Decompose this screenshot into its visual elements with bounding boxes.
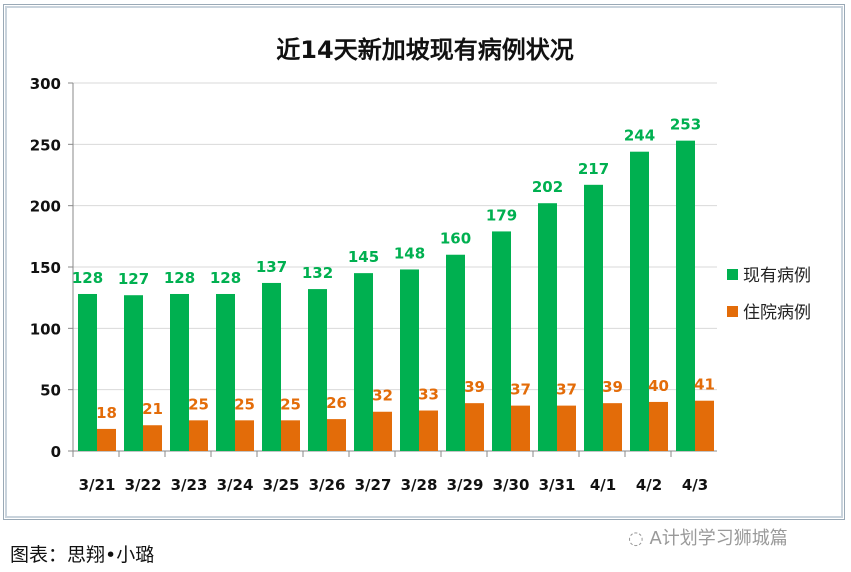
data-label: 145	[348, 248, 379, 266]
data-label: 179	[486, 206, 517, 224]
x-tick-label: 3/28	[401, 476, 438, 494]
bar-hospitalized	[97, 428, 116, 451]
y-tick-label: 300	[30, 75, 61, 93]
data-label: 202	[532, 178, 563, 196]
bar-active	[124, 295, 143, 451]
legend-swatch	[727, 306, 738, 317]
data-label: 25	[188, 395, 209, 413]
bar-hospitalized	[281, 420, 300, 451]
data-label: 26	[326, 394, 347, 412]
y-tick-label: 50	[40, 382, 61, 400]
bar-hospitalized	[189, 420, 208, 451]
bar-hospitalized	[373, 411, 392, 451]
x-tick-label: 4/2	[636, 476, 662, 494]
x-tick-label: 3/22	[125, 476, 162, 494]
x-tick-label: 3/25	[263, 476, 300, 494]
bar-active	[170, 293, 189, 451]
data-label: 32	[372, 387, 393, 405]
data-label: 33	[418, 386, 439, 404]
bar-active	[446, 254, 465, 451]
x-tick-label: 3/24	[217, 476, 254, 494]
x-tick-label: 3/27	[355, 476, 392, 494]
data-label: 18	[96, 404, 117, 422]
wechat-icon: ◌	[628, 528, 650, 549]
bar-active	[308, 289, 327, 451]
legend-swatch	[727, 269, 738, 280]
bar-active	[78, 293, 97, 451]
bar-hospitalized	[235, 420, 254, 451]
data-label: 132	[302, 264, 333, 282]
bar-hospitalized	[327, 419, 346, 451]
bar-active	[354, 273, 373, 451]
bar-hospitalized	[419, 410, 438, 451]
bar-active	[538, 203, 557, 451]
bar-hospitalized	[511, 405, 530, 451]
x-tick-label: 4/3	[682, 476, 708, 494]
y-tick-label: 100	[30, 320, 61, 338]
y-tick-label: 150	[30, 259, 61, 277]
data-label: 217	[578, 160, 609, 178]
x-tick-label: 3/23	[171, 476, 208, 494]
x-tick-label: 3/26	[309, 476, 346, 494]
data-label: 25	[280, 395, 301, 413]
bar-hospitalized	[649, 401, 668, 451]
bar-active	[400, 269, 419, 451]
x-tick-label: 3/30	[493, 476, 530, 494]
legend-label: 住院病例	[743, 303, 811, 323]
bar-active	[262, 282, 281, 451]
bar-hospitalized	[143, 425, 162, 451]
bar-active	[676, 140, 695, 452]
data-label: 160	[440, 230, 471, 248]
bar-active	[630, 151, 649, 451]
chart: 近14天新加坡现有病例状况 0 50 100 150 200 250 300 3/21 128 18…	[30, 36, 811, 494]
data-label: 128	[164, 269, 195, 287]
x-tick-label: 3/29	[447, 476, 484, 494]
data-label: 127	[118, 270, 149, 288]
chart-title: 近14天新加坡现有病例状况	[276, 36, 573, 64]
data-label: 148	[394, 244, 425, 262]
data-label: 244	[624, 127, 655, 145]
data-label: 25	[234, 395, 255, 413]
caption: 图表：思翔•小璐	[10, 544, 155, 566]
bar-hospitalized	[695, 400, 714, 451]
watermark-text: A计划学习狮城篇	[649, 528, 788, 549]
data-label: 37	[556, 381, 577, 399]
watermark: ◌ A计划学习狮城篇	[628, 524, 788, 550]
data-label: 128	[72, 269, 103, 287]
legend-label: 现有病例	[743, 266, 811, 286]
bar-active	[216, 293, 235, 451]
data-label: 41	[694, 376, 715, 394]
bar-hospitalized	[557, 405, 576, 451]
data-label: 137	[256, 258, 287, 276]
bar-active	[492, 231, 511, 451]
data-label: 39	[602, 378, 623, 396]
data-label: 40	[648, 377, 669, 395]
data-label: 37	[510, 381, 531, 399]
data-label: 253	[670, 116, 701, 134]
bar-hospitalized	[603, 403, 622, 451]
data-label: 21	[142, 400, 163, 418]
data-label: 39	[464, 378, 485, 396]
x-tick-label: 4/1	[590, 476, 616, 494]
data-label: 128	[210, 269, 241, 287]
x-tick-label: 3/31	[539, 476, 576, 494]
x-tick-label: 3/21	[79, 476, 116, 494]
bar-hospitalized	[465, 403, 484, 451]
y-tick-label: 200	[30, 198, 61, 216]
y-tick-label: 250	[30, 136, 61, 154]
bar-active	[584, 184, 603, 451]
y-tick-label: 0	[51, 443, 61, 461]
